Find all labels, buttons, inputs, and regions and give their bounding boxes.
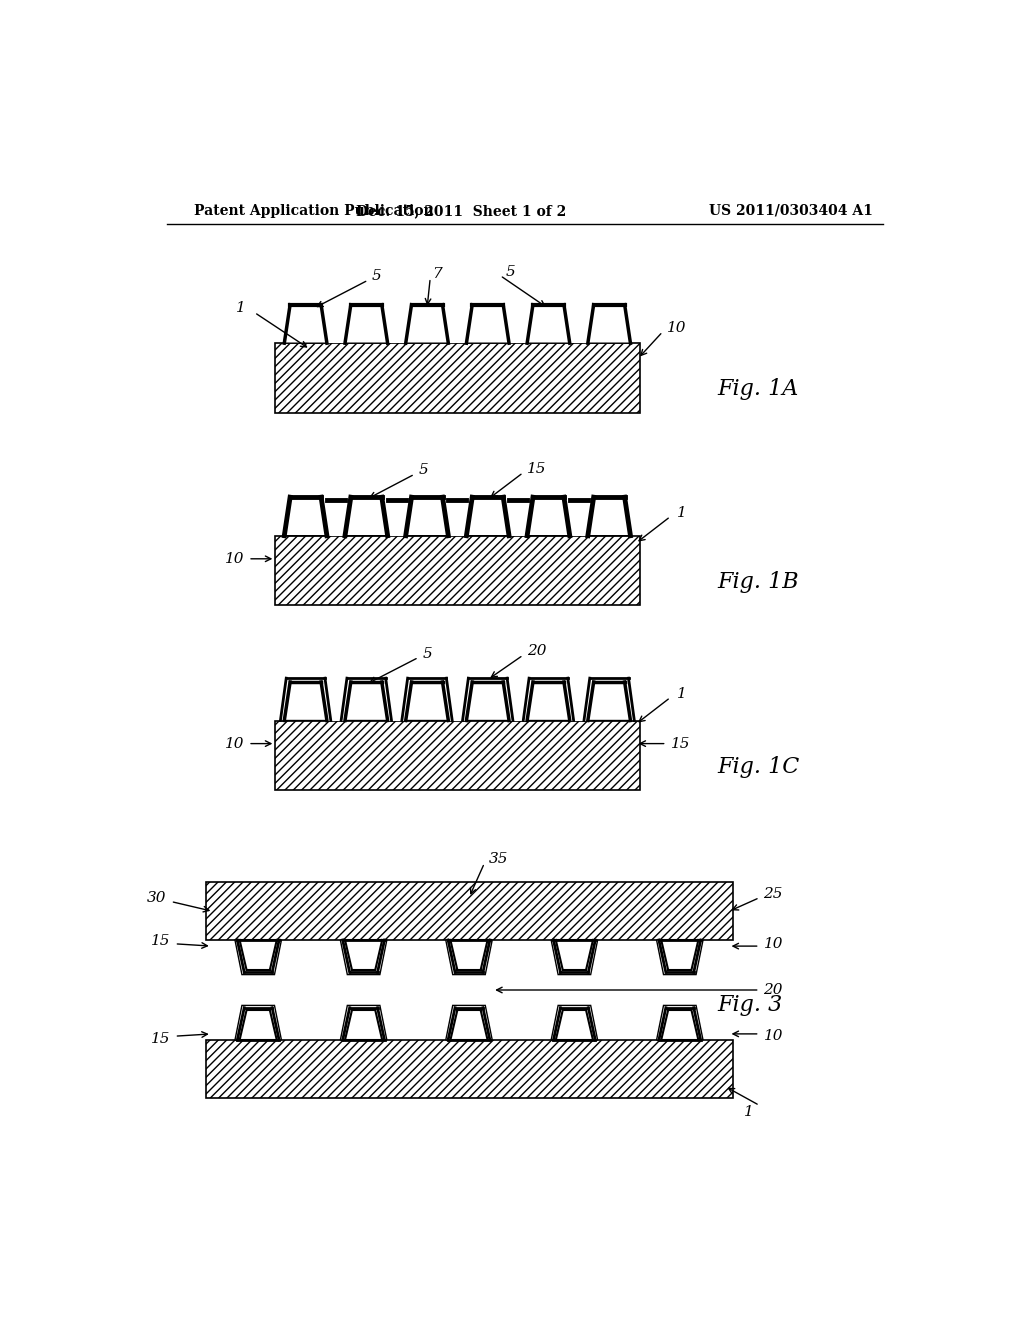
Polygon shape <box>588 498 631 536</box>
Bar <box>327 498 345 536</box>
Text: 5: 5 <box>506 264 515 279</box>
Polygon shape <box>340 1006 387 1040</box>
Text: Dec. 15, 2011  Sheet 1 of 2: Dec. 15, 2011 Sheet 1 of 2 <box>356 203 566 218</box>
Text: 1: 1 <box>744 1105 754 1118</box>
Polygon shape <box>466 498 509 536</box>
Text: 1: 1 <box>237 301 246 314</box>
Text: 25: 25 <box>764 887 783 900</box>
Text: 1: 1 <box>677 686 686 701</box>
Polygon shape <box>588 682 631 721</box>
Polygon shape <box>588 305 631 343</box>
Bar <box>509 305 527 343</box>
Text: 5: 5 <box>372 269 382 284</box>
Bar <box>275 721 640 789</box>
Text: 10: 10 <box>764 1030 783 1043</box>
Bar <box>327 682 345 721</box>
Polygon shape <box>234 1006 282 1040</box>
Polygon shape <box>345 682 388 721</box>
Text: Fig. 1C: Fig. 1C <box>717 755 800 777</box>
Polygon shape <box>234 940 282 974</box>
Polygon shape <box>406 305 449 343</box>
Bar <box>569 498 588 536</box>
Text: Fig. 3: Fig. 3 <box>717 994 782 1016</box>
Text: 5: 5 <box>423 647 432 660</box>
Bar <box>275 343 640 412</box>
Text: 30: 30 <box>147 891 167 904</box>
Text: 15: 15 <box>671 737 690 751</box>
Polygon shape <box>656 940 703 974</box>
Polygon shape <box>406 682 449 721</box>
Bar <box>569 305 588 343</box>
Bar <box>388 305 406 343</box>
Polygon shape <box>527 498 569 536</box>
Bar <box>449 305 466 343</box>
Text: Patent Application Publication: Patent Application Publication <box>194 203 433 218</box>
Polygon shape <box>466 682 509 721</box>
Bar <box>388 682 406 721</box>
Text: 15: 15 <box>152 1031 171 1045</box>
Text: 7: 7 <box>432 267 442 281</box>
Bar <box>449 498 466 536</box>
Polygon shape <box>285 498 327 536</box>
Polygon shape <box>406 498 449 536</box>
Polygon shape <box>345 305 388 343</box>
Bar <box>509 682 527 721</box>
Polygon shape <box>445 1006 493 1040</box>
Text: 15: 15 <box>152 935 171 949</box>
Text: 10: 10 <box>224 737 245 751</box>
Text: 20: 20 <box>527 644 547 659</box>
Text: Fig. 1B: Fig. 1B <box>717 572 799 593</box>
Text: 35: 35 <box>488 853 508 866</box>
Polygon shape <box>466 305 509 343</box>
Text: 15: 15 <box>527 462 547 475</box>
Bar <box>388 498 406 536</box>
Bar <box>206 974 732 1006</box>
Text: 10: 10 <box>224 552 245 566</box>
Text: 5: 5 <box>419 463 428 478</box>
Text: 10: 10 <box>667 321 686 335</box>
Polygon shape <box>551 940 598 974</box>
Text: Fig. 1A: Fig. 1A <box>717 379 799 400</box>
Polygon shape <box>527 305 569 343</box>
Bar <box>206 882 732 940</box>
Bar <box>206 1040 732 1098</box>
Bar <box>509 498 527 536</box>
Text: 20: 20 <box>764 983 783 997</box>
Text: 10: 10 <box>764 937 783 950</box>
Polygon shape <box>527 682 569 721</box>
Bar <box>449 682 466 721</box>
Polygon shape <box>285 305 327 343</box>
Bar <box>327 305 345 343</box>
Polygon shape <box>285 682 327 721</box>
Polygon shape <box>656 1006 703 1040</box>
Polygon shape <box>445 940 493 974</box>
Polygon shape <box>340 940 387 974</box>
Polygon shape <box>551 1006 598 1040</box>
Text: 1: 1 <box>677 506 686 520</box>
Polygon shape <box>345 498 388 536</box>
Text: US 2011/0303404 A1: US 2011/0303404 A1 <box>710 203 873 218</box>
Bar <box>275 536 640 605</box>
Bar <box>569 682 588 721</box>
